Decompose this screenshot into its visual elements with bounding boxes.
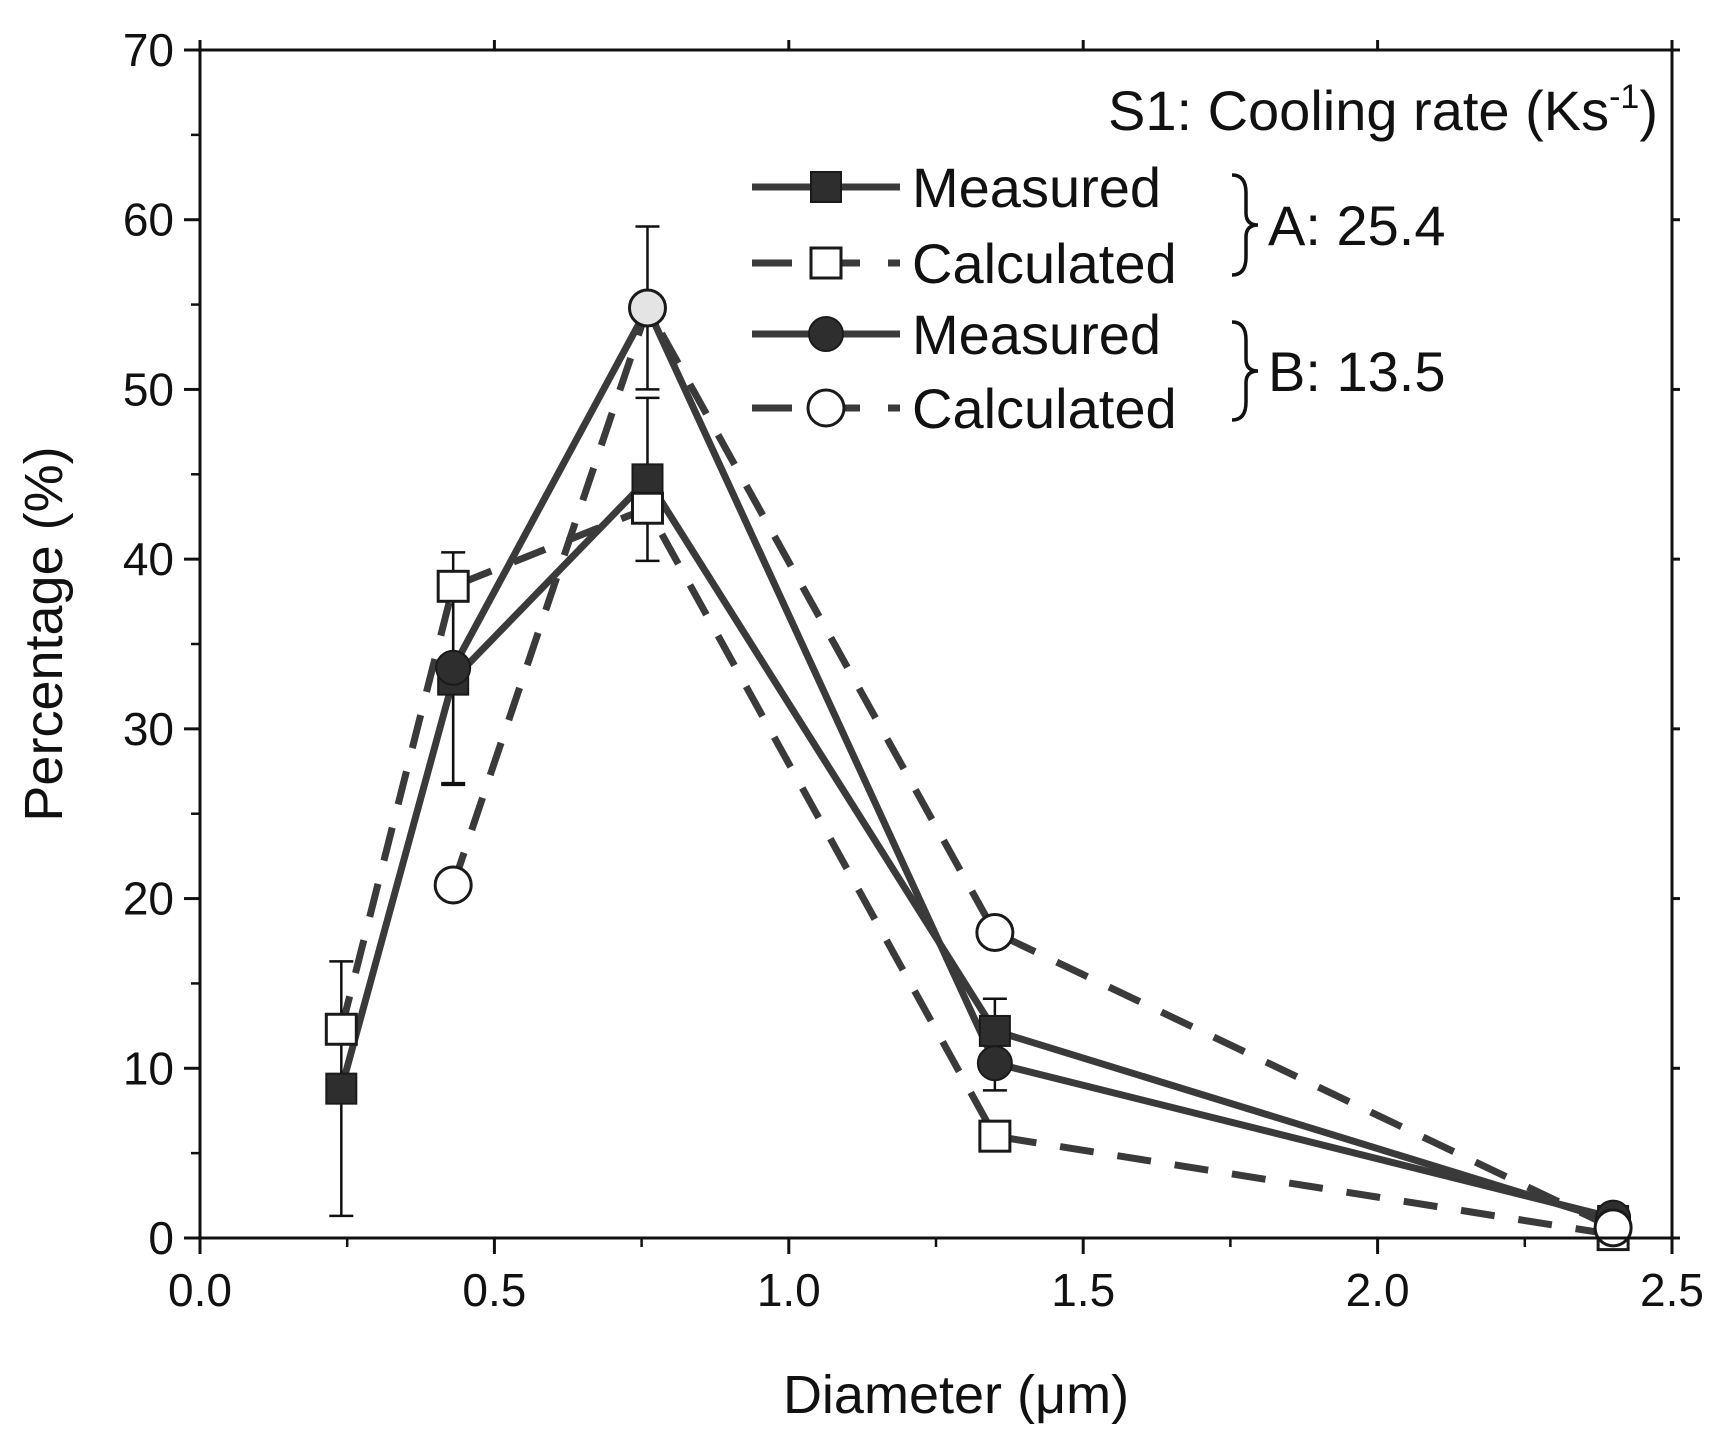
- legend-label: Calculated: [912, 377, 1177, 440]
- data-point: [630, 491, 664, 525]
- data-point: [435, 649, 472, 686]
- x-tick-label: 1.5: [1051, 1264, 1115, 1316]
- data-point: [324, 1012, 358, 1046]
- legend-brace: [1231, 173, 1259, 277]
- x-tick-label: 1.0: [757, 1264, 821, 1316]
- x-tick-label: 2.5: [1640, 1264, 1704, 1316]
- data-point: [1593, 1208, 1633, 1248]
- data-point: [627, 288, 667, 328]
- data-point: [436, 569, 470, 603]
- legend-item-b-calculated: Calculated: [752, 377, 1177, 440]
- legend-item-a-measured: Measured: [752, 156, 1161, 219]
- y-tick-label: 60: [123, 194, 174, 246]
- y-tick-label: 40: [123, 533, 174, 585]
- y-tick-label: 10: [123, 1042, 174, 1094]
- x-tick-label: 2.0: [1346, 1264, 1410, 1316]
- legend-label: Measured: [912, 303, 1161, 366]
- series-line-b-measured: [450, 304, 1614, 1221]
- plot-frame: [198, 48, 1674, 1240]
- x-tick-label: 0.0: [168, 1264, 232, 1316]
- y-tick-label: 50: [123, 363, 174, 415]
- legend-group-label: A: 25.4: [1268, 194, 1445, 257]
- legend-marker: [809, 246, 843, 280]
- legend-item-b-measured: Measured: [752, 303, 1161, 366]
- series-line-a-calculated: [337, 504, 1614, 1239]
- legend-group-label: B: 13.5: [1268, 340, 1445, 403]
- series-layer: [324, 225, 1633, 1252]
- legend-label: Calculated: [912, 232, 1177, 295]
- x-tick-label: 0.5: [462, 1264, 526, 1316]
- y-axis-label: Percentage (%): [14, 446, 74, 821]
- data-point: [976, 1045, 1013, 1082]
- x-axis-label: Diameter (μm): [783, 1365, 1129, 1425]
- legend-layer: S1: Cooling rate (Ks-1) Measured Calculate…: [752, 78, 1658, 440]
- legend-item-a-calculated: Calculated: [752, 232, 1177, 295]
- data-point: [975, 913, 1015, 953]
- y-tick-label: 0: [148, 1212, 174, 1264]
- chart-title: S1: Cooling rate (Ks-1): [1108, 78, 1658, 142]
- legend-marker: [808, 316, 844, 352]
- data-point: [433, 865, 473, 905]
- legend-marker: [806, 388, 846, 428]
- data-point: [978, 1014, 1011, 1047]
- y-tick-label: 70: [123, 24, 174, 76]
- legend-marker: [810, 171, 842, 203]
- series-line-b-calculated: [449, 304, 1615, 1231]
- data-point: [325, 1072, 358, 1105]
- legend-brace: [1231, 320, 1259, 422]
- legend-label: Measured: [912, 156, 1161, 219]
- y-tick-label: 30: [123, 703, 174, 755]
- data-point: [631, 463, 664, 496]
- data-point: [978, 1119, 1012, 1153]
- axes-layer: 0.0 0.5 1.0 1.5 2.0 2.5 0 10 20 30 40 50 60 70 Diamete…: [14, 24, 1704, 1425]
- y-tick-label: 20: [123, 873, 174, 925]
